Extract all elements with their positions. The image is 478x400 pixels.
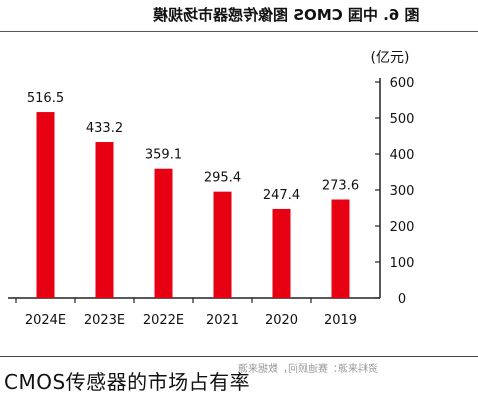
y-tick-label: 200	[390, 220, 415, 235]
bar	[272, 208, 291, 298]
y-unit-label: (亿元)	[371, 50, 410, 66]
source-note: 资料来源：赛迪顾问，数据来源	[238, 364, 378, 375]
chart-figure: 图 6. 中国 CMOS 图像传感器市场规模 0 100 200 300 400 500 6…	[0, 6, 478, 375]
x-tick-label: 2019	[324, 313, 357, 328]
y-tick-label: 0	[398, 292, 406, 307]
y-tick-label: 100	[390, 256, 415, 271]
figure-bottom-rule	[0, 356, 478, 357]
bar-value-label: 516.5	[27, 91, 64, 106]
bar	[36, 112, 55, 298]
x-tick-label: 2020	[265, 313, 298, 328]
bar-value-label: 273.6	[322, 179, 359, 194]
bar-value-label: 247.4	[263, 188, 300, 203]
y-tick-label: 300	[390, 184, 415, 199]
bar-value-label: 359.1	[145, 148, 182, 163]
image-caption: CMOS传感器的市场占有率	[4, 370, 251, 394]
x-tick-label: 2021	[206, 313, 239, 328]
bar	[213, 191, 232, 298]
bar-value-label: 433.2	[86, 121, 123, 136]
y-tick-label: 500	[390, 112, 415, 127]
title-divider	[0, 31, 478, 32]
x-tick-label: 2023E	[84, 313, 125, 328]
y-tick-label: 400	[390, 148, 415, 163]
bar-value-label: 295.4	[204, 171, 241, 186]
bar	[95, 142, 114, 298]
bar	[331, 199, 350, 298]
plot-area: 0 100 200 300 400 500 600 (亿元) 273.6 2019 247.4 202…	[8, 50, 414, 328]
y-tick-label: 600	[390, 76, 415, 91]
x-tick-label: 2024E	[25, 313, 66, 328]
bar-chart: 0 100 200 300 400 500 600 (亿元) 273.6 2019 247.4 202…	[8, 50, 414, 328]
x-tick-label: 2022E	[143, 313, 184, 328]
bar	[154, 168, 173, 298]
